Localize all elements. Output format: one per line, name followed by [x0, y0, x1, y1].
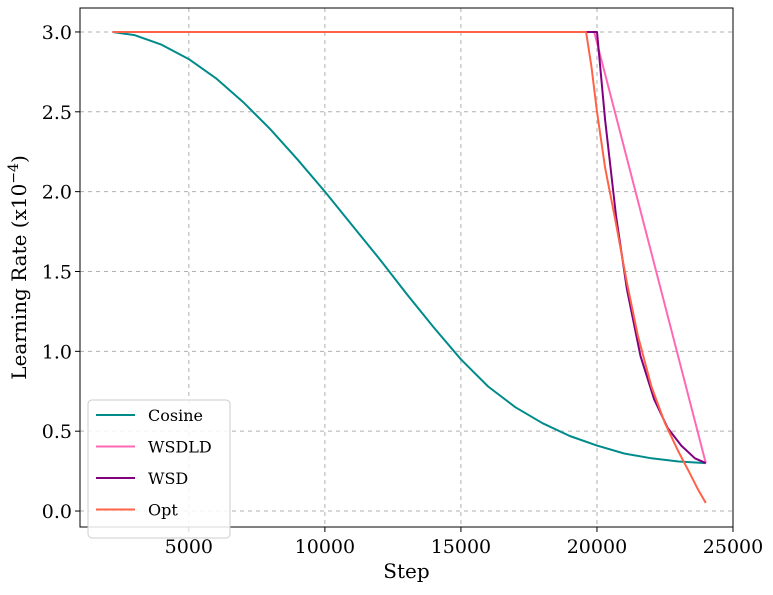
series-line-opt — [112, 31, 707, 504]
y-tick-label: 1.0 — [42, 341, 72, 363]
y-axis-title-exponent: −4 — [6, 163, 22, 184]
legend-entries: Cosine WSDLD WSD Opt — [96, 406, 212, 520]
y-tick-label: 0.0 — [42, 501, 72, 523]
series-line-cosine — [112, 31, 706, 465]
y-tick-label: 3.0 — [42, 22, 72, 44]
y-axis-title: Learning Rate (x10−4) — [6, 155, 31, 380]
tick-layer: 5000 10000 15000 20000 25000 0.0 0.5 1.0 1.5 2.0 2… — [42, 22, 763, 558]
x-tick-label: 5000 — [165, 536, 213, 558]
series-layer — [112, 31, 707, 504]
legend-box — [87, 399, 231, 539]
x-tick-label: 10000 — [295, 536, 355, 558]
x-tick-label: 20000 — [567, 536, 627, 558]
series-line-wsd — [112, 31, 707, 465]
y-tick-label: 2.5 — [42, 102, 72, 124]
x-axis-title: Step — [383, 559, 429, 583]
legend-label-opt: Opt — [148, 501, 178, 520]
y-tick-label: 2.0 — [42, 182, 72, 204]
y-axis-title-text: Learning Rate (x10 — [7, 184, 31, 380]
legend-label-wsdld: WSDLD — [148, 438, 212, 457]
legend-label-cosine: Cosine — [148, 406, 203, 425]
y-axis-title-suffix: ) — [7, 155, 31, 163]
x-tick-label: 15000 — [431, 536, 491, 558]
x-tick-label: 25000 — [703, 536, 763, 558]
y-tick-label: 0.5 — [42, 421, 72, 443]
axes-frame — [79, 7, 734, 528]
legend: Cosine WSDLD WSD Opt — [87, 399, 231, 539]
legend-label-wsd: WSD — [148, 469, 188, 488]
y-tick-label: 1.5 — [42, 261, 72, 283]
